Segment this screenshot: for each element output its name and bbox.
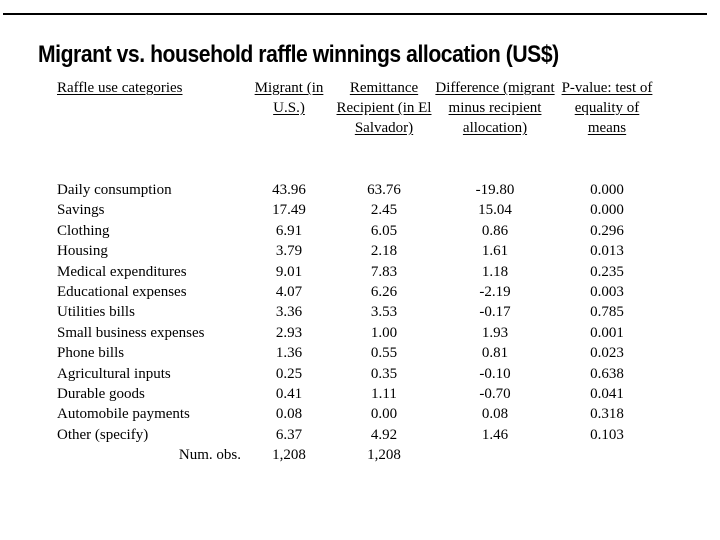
row-label: Educational expenses bbox=[57, 284, 187, 301]
migrant-value: 0.25 bbox=[275, 365, 303, 382]
difference-value: -2.19 bbox=[479, 284, 511, 301]
migrant-value: 0.41 bbox=[275, 386, 303, 403]
migrant-value: 6.37 bbox=[275, 426, 303, 443]
table-row: Savings 17.49 2.45 15.04 0.000 bbox=[57, 200, 659, 220]
num-obs-row: Num. obs. 1,208 1,208 bbox=[57, 445, 659, 465]
recipient-value: 63.76 bbox=[367, 182, 401, 198]
table-row: Daily consumption 43.96 63.76 -19.80 0.0… bbox=[57, 180, 659, 200]
recipient-value: 1.11 bbox=[371, 386, 397, 403]
pvalue-value: 0.785 bbox=[590, 304, 624, 321]
recipient-value: 2.45 bbox=[370, 202, 398, 219]
migrant-value: 1.36 bbox=[275, 345, 303, 362]
header-remittance-recipient: Remittance Recipient (in El Salvador) bbox=[336, 80, 432, 136]
pvalue-value: 0.638 bbox=[590, 365, 624, 382]
migrant-value: 2.93 bbox=[275, 324, 303, 341]
difference-value: 1.61 bbox=[481, 243, 509, 260]
header-row: Raffle use categories Migrant (in U.S.) … bbox=[57, 78, 659, 180]
row-label: Housing bbox=[57, 243, 108, 260]
difference-value: 1.93 bbox=[481, 324, 509, 341]
table-row: Small business expenses 2.93 1.00 1.93 0… bbox=[57, 323, 659, 343]
slide-title: Migrant vs. household raffle winnings al… bbox=[38, 41, 559, 69]
table-row: Utilities bills 3.36 3.53 -0.17 0.785 bbox=[57, 302, 659, 322]
recipient-value: 4.92 bbox=[370, 426, 398, 443]
difference-value: 0.81 bbox=[481, 345, 509, 362]
row-label: Clothing bbox=[57, 222, 110, 239]
pvalue-value: 0.003 bbox=[590, 284, 624, 301]
table-row: Automobile payments 0.08 0.00 0.08 0.318 bbox=[57, 404, 659, 424]
difference-value: 0.86 bbox=[481, 222, 509, 239]
difference-value: 0.08 bbox=[481, 406, 509, 423]
recipient-value: 7.83 bbox=[370, 263, 398, 280]
migrant-value: 9.01 bbox=[275, 263, 303, 280]
recipient-value: 0.35 bbox=[370, 365, 398, 382]
row-label: Automobile payments bbox=[57, 406, 190, 423]
row-label: Small business expenses bbox=[57, 324, 205, 341]
migrant-value: 0.08 bbox=[275, 406, 303, 423]
pvalue-value: 0.023 bbox=[590, 345, 624, 362]
migrant-value: 4.07 bbox=[275, 284, 303, 301]
recipient-value: 6.26 bbox=[370, 284, 398, 301]
recipient-value: 3.53 bbox=[370, 304, 398, 321]
num-obs-migrant: 1,208 bbox=[272, 447, 306, 464]
results-table-container: Raffle use categories Migrant (in U.S.) … bbox=[57, 78, 659, 465]
difference-value: -0.10 bbox=[479, 365, 511, 382]
difference-value: -0.70 bbox=[479, 386, 511, 403]
difference-value: 15.04 bbox=[478, 202, 512, 219]
pvalue-value: 0.296 bbox=[590, 222, 624, 239]
header-migrant: Migrant (in U.S.) bbox=[254, 80, 324, 116]
row-label: Utilities bills bbox=[57, 304, 135, 321]
table-row: Other (specify) 6.37 4.92 1.46 0.103 bbox=[57, 425, 659, 445]
num-obs-recipient: 1,208 bbox=[367, 447, 401, 464]
table-row: Durable goods 0.41 1.11 -0.70 0.041 bbox=[57, 384, 659, 404]
difference-value: 1.46 bbox=[481, 426, 509, 443]
table-row: Educational expenses 4.07 6.26 -2.19 0.0… bbox=[57, 282, 659, 302]
pvalue-value: 0.235 bbox=[590, 263, 624, 280]
header-difference: Difference (migrant minus recipient allo… bbox=[435, 80, 555, 136]
pvalue-value: 0.318 bbox=[590, 406, 624, 423]
difference-value: -0.17 bbox=[479, 304, 511, 321]
migrant-value: 43.96 bbox=[272, 182, 306, 198]
header-raffle-use-categories: Raffle use categories bbox=[57, 80, 183, 96]
recipient-value: 1.00 bbox=[370, 324, 398, 341]
num-obs-label: Num. obs. bbox=[178, 447, 241, 464]
row-label: Daily consumption bbox=[57, 182, 172, 198]
table-row: Agricultural inputs 0.25 0.35 -0.10 0.63… bbox=[57, 364, 659, 384]
header-pvalue: P-value: test of equality of means bbox=[561, 80, 653, 136]
pvalue-value: 0.013 bbox=[590, 243, 624, 260]
table-row: Medical expenditures 9.01 7.83 1.18 0.23… bbox=[57, 262, 659, 282]
row-label: Medical expenditures bbox=[57, 263, 187, 280]
difference-value: 1.18 bbox=[481, 263, 509, 280]
num-obs-pvalue-empty bbox=[555, 445, 659, 465]
table-row: Housing 3.79 2.18 1.61 0.013 bbox=[57, 241, 659, 261]
migrant-value: 3.79 bbox=[275, 243, 303, 260]
top-divider-line bbox=[3, 13, 707, 15]
recipient-value: 2.18 bbox=[370, 243, 398, 260]
table-row: Phone bills 1.36 0.55 0.81 0.023 bbox=[57, 343, 659, 363]
num-obs-difference-empty bbox=[435, 445, 555, 465]
difference-value: -19.80 bbox=[475, 182, 515, 198]
recipient-value: 0.55 bbox=[370, 345, 398, 362]
row-label: Phone bills bbox=[57, 345, 125, 362]
pvalue-value: 0.000 bbox=[590, 182, 624, 198]
migrant-value: 3.36 bbox=[275, 304, 303, 321]
row-label: Durable goods bbox=[57, 386, 145, 403]
pvalue-value: 0.103 bbox=[590, 426, 624, 443]
row-label: Other (specify) bbox=[57, 426, 149, 443]
results-table: Raffle use categories Migrant (in U.S.) … bbox=[57, 78, 659, 465]
migrant-value: 6.91 bbox=[275, 222, 303, 239]
pvalue-value: 0.001 bbox=[590, 324, 624, 341]
recipient-value: 0.00 bbox=[370, 406, 398, 423]
recipient-value: 6.05 bbox=[370, 222, 398, 239]
pvalue-value: 0.000 bbox=[590, 202, 624, 219]
row-label: Savings bbox=[57, 202, 105, 219]
row-label: Agricultural inputs bbox=[57, 365, 171, 382]
pvalue-value: 0.041 bbox=[590, 386, 624, 403]
migrant-value: 17.49 bbox=[272, 202, 306, 219]
table-row: Clothing 6.91 6.05 0.86 0.296 bbox=[57, 221, 659, 241]
